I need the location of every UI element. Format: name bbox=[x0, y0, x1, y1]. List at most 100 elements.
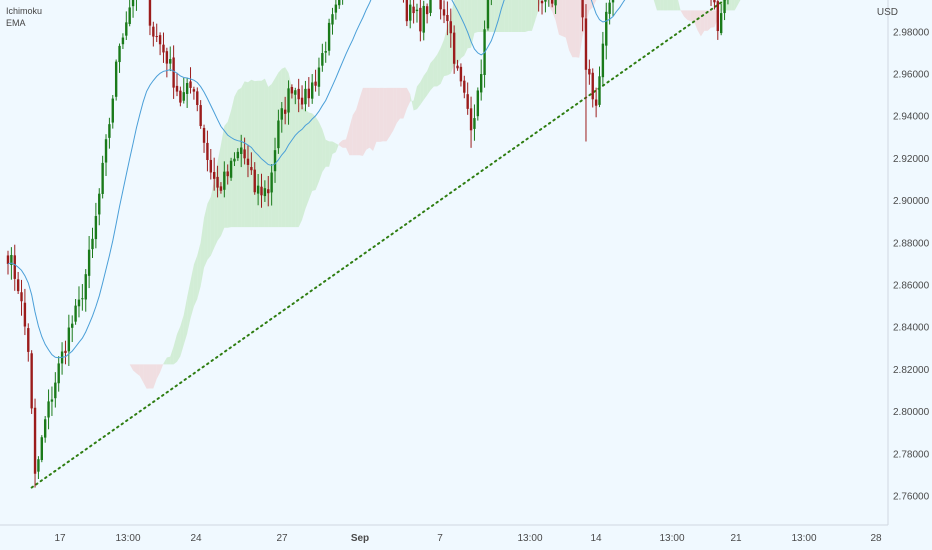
candle bbox=[114, 59, 118, 101]
cloud-segment bbox=[261, 78, 265, 228]
candle-body bbox=[338, 0, 341, 6]
candle-body bbox=[250, 167, 253, 171]
candle-body bbox=[13, 255, 16, 279]
candle bbox=[135, 0, 137, 11]
cloud-segment bbox=[204, 203, 208, 268]
candle-body bbox=[114, 61, 118, 97]
candle bbox=[611, 0, 615, 17]
candle-body bbox=[588, 68, 591, 75]
candle bbox=[283, 96, 287, 125]
candle bbox=[256, 173, 260, 206]
time-axis[interactable]: 17 13:00 24 27 Sep 7 13:00 14 13:00 21 13:00 28 bbox=[0, 524, 888, 544]
candle bbox=[605, 2, 608, 60]
candle bbox=[33, 398, 37, 488]
candle bbox=[77, 286, 81, 318]
candle-body bbox=[131, 0, 135, 7]
cloud-segment bbox=[531, 0, 536, 31]
candle-body bbox=[223, 171, 226, 190]
price-tick: 2.94000 bbox=[893, 112, 930, 123]
candle-body bbox=[172, 57, 175, 88]
cloud-segment bbox=[275, 72, 279, 228]
time-tick: 24 bbox=[190, 533, 202, 544]
candle bbox=[452, 25, 456, 74]
cloud-segment bbox=[298, 102, 303, 228]
candle bbox=[713, 0, 716, 10]
cloud-segment bbox=[322, 129, 326, 172]
candle bbox=[81, 284, 84, 311]
cloud-segment bbox=[467, 0, 472, 49]
candle-body bbox=[240, 147, 243, 154]
candle-body bbox=[476, 90, 480, 117]
candle bbox=[196, 87, 199, 112]
cloud-segment bbox=[585, 0, 590, 25]
candle bbox=[338, 0, 341, 9]
candle bbox=[422, 0, 425, 41]
candle bbox=[111, 94, 114, 129]
candle-body bbox=[67, 327, 71, 352]
candle-body bbox=[713, 0, 716, 3]
cloud-segment bbox=[690, 10, 695, 22]
cloud-segment bbox=[349, 115, 353, 156]
candle bbox=[199, 100, 202, 129]
cloud-segment bbox=[200, 217, 205, 287]
candle-body bbox=[33, 407, 37, 474]
candle bbox=[219, 182, 223, 194]
cloud-segment bbox=[149, 364, 154, 389]
candle bbox=[6, 250, 10, 275]
candle bbox=[554, 0, 557, 15]
candle-body bbox=[40, 437, 43, 461]
price-tick: 2.76000 bbox=[893, 492, 930, 503]
price-tick: 2.82000 bbox=[893, 365, 930, 376]
candle bbox=[91, 227, 94, 259]
cloud-segment bbox=[558, 0, 563, 37]
cloud-segment bbox=[518, 0, 522, 32]
candle-body bbox=[212, 172, 216, 179]
cloud-segment bbox=[738, 0, 741, 5]
price-tick: 2.78000 bbox=[893, 449, 930, 460]
cloud-segment bbox=[136, 364, 140, 376]
candle bbox=[463, 75, 466, 99]
candle bbox=[446, 1, 449, 36]
candle bbox=[67, 314, 71, 366]
candle bbox=[94, 202, 98, 249]
candle bbox=[226, 164, 229, 185]
price-axis[interactable]: 2.76000 2.78000 2.80000 2.82000 2.84000 2.860… bbox=[887, 0, 930, 525]
legend-ichimoku[interactable]: Ichimoku bbox=[6, 6, 42, 16]
candle-body bbox=[419, 7, 422, 32]
price-tick: 2.84000 bbox=[893, 323, 930, 334]
cloud-segment bbox=[315, 116, 319, 191]
time-tick: 17 bbox=[54, 533, 66, 544]
price-tick: 2.88000 bbox=[893, 238, 930, 249]
cloud-segment bbox=[339, 140, 343, 148]
legend-ema[interactable]: EMA bbox=[6, 18, 26, 28]
candle bbox=[270, 164, 273, 206]
candle bbox=[342, 0, 344, 5]
cloud-segment bbox=[177, 326, 181, 362]
candle-body bbox=[311, 82, 314, 99]
cloud-segment bbox=[410, 94, 414, 111]
cloud-segment bbox=[332, 141, 336, 155]
candle-body bbox=[43, 419, 47, 438]
cloud-segment bbox=[670, 0, 674, 11]
time-tick: 13:00 bbox=[115, 533, 140, 544]
candle-body bbox=[253, 169, 256, 193]
cloud-segment bbox=[129, 364, 134, 371]
candle bbox=[47, 389, 50, 430]
candle bbox=[189, 67, 192, 94]
candle-body bbox=[84, 274, 87, 300]
cloud-segment bbox=[342, 139, 346, 148]
candle-body bbox=[270, 172, 273, 193]
cloud-segment bbox=[234, 89, 238, 228]
cloud-segment bbox=[663, 0, 668, 11]
cloud-segment bbox=[525, 0, 529, 32]
candle-body bbox=[6, 255, 10, 264]
cloud-segment bbox=[575, 0, 580, 58]
candle-body bbox=[290, 86, 294, 94]
candle bbox=[331, 7, 334, 35]
cloud-segment bbox=[241, 81, 245, 228]
time-tick: 21 bbox=[730, 533, 742, 544]
cloud-segment bbox=[224, 121, 228, 228]
candle-body bbox=[263, 188, 267, 197]
candle bbox=[192, 86, 196, 100]
